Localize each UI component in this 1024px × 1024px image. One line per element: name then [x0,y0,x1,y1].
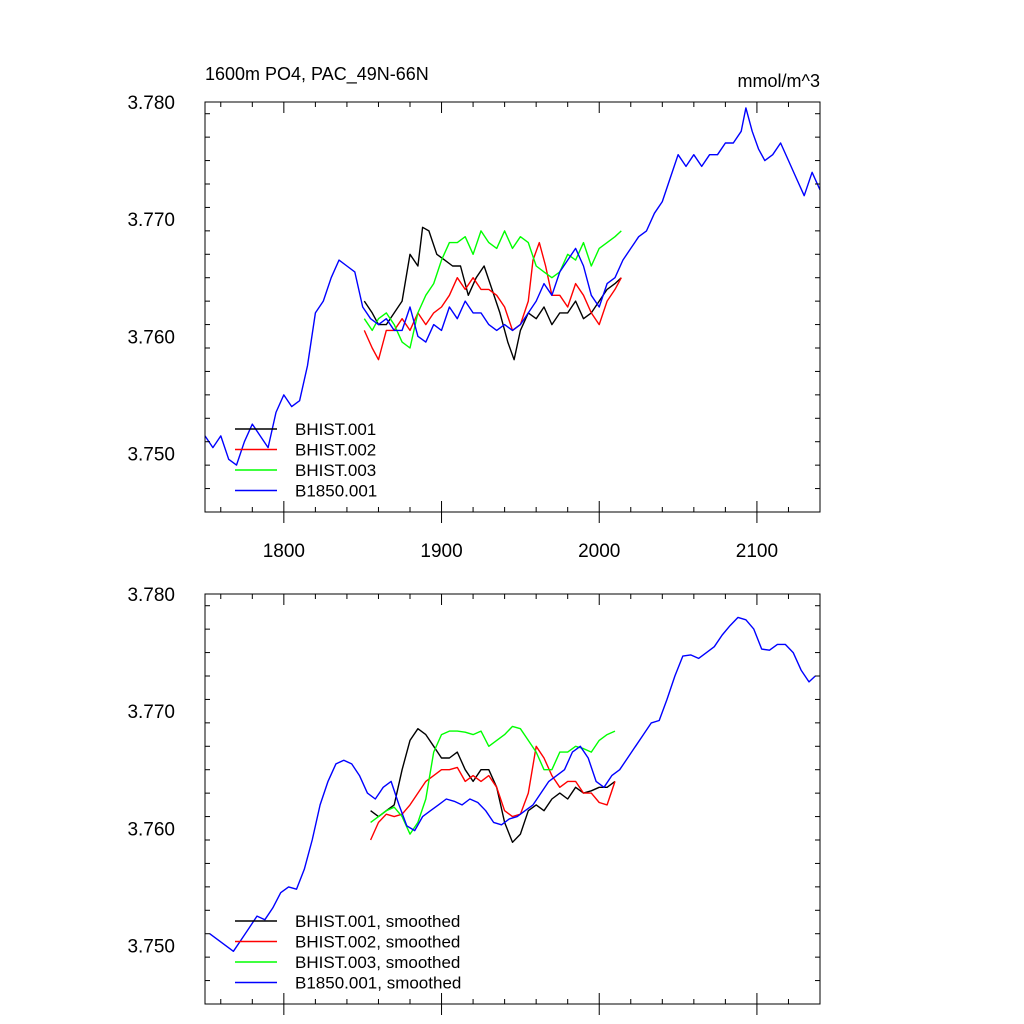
bottom-plot-lines [209,616,816,952]
bottom-series-line-3 [370,725,616,835]
top-legend-label: B1850.001 [295,482,377,501]
bottom-series-line-4 [209,616,816,952]
units-label: mmol/m^3 [738,71,820,91]
bottom-y-tick-label: 3.770 [127,702,175,723]
top-y-tick-label: 3.750 [127,444,175,465]
top-series-line-4 [204,107,821,466]
bottom-series-line-2 [369,745,616,841]
top-series-line-1 [363,226,622,361]
top-axis-ticks [205,102,821,523]
bottom-legend-label: BHIST.003, smoothed [295,953,460,972]
top-x-tick-label: 2000 [578,541,620,562]
bottom-legend-label: BHIST.002, smoothed [295,933,460,952]
bottom-panel: 3.750 3.760 3.770 3.780 BHIST.001, smoothed… [127,585,821,1015]
top-legend-label: BHIST.003 [295,461,376,480]
top-legend-label: BHIST.002 [295,441,376,460]
bottom-legend-label: B1850.001, smoothed [295,974,461,993]
bottom-plot-frame [204,593,821,1005]
top-x-tick-label: 1800 [263,541,305,562]
top-x-tick-labels: 1800 1900 2000 2100 [263,541,778,562]
bottom-y-tick-label: 3.760 [127,819,175,840]
top-legend-label: BHIST.001 [295,420,376,439]
bottom-legend: BHIST.001, smoothed BHIST.002, smoothedBH… [235,912,461,993]
top-x-tick-label: 1900 [420,541,462,562]
bottom-y-tick-label: 3.780 [127,585,175,606]
bottom-axis-ticks [205,594,821,1015]
top-y-tick-label: 3.770 [127,210,175,231]
top-x-tick-label: 2100 [736,541,778,562]
bottom-series-line-1 [370,728,616,843]
bottom-y-tick-label: 3.750 [127,936,175,957]
top-panel: 1600m PO4, PAC_49N-66N mmol/m^3 3.7503.7… [127,64,821,562]
chart-title: 1600m PO4, PAC_49N-66N [205,64,429,85]
top-plot-frame [204,101,821,513]
top-y-tick-label: 3.780 [127,93,175,114]
top-y-tick-labels: 3.750 3.760 3.770 3.780 [127,93,175,465]
bottom-y-tick-labels: 3.750 3.760 3.770 3.780 [127,585,175,957]
top-plot-lines [204,107,821,466]
top-series-line-2 [363,241,622,361]
top-y-tick-label: 3.760 [127,327,175,348]
bottom-legend-label: BHIST.001, smoothed [295,912,460,931]
top-series-line-3 [363,230,622,349]
